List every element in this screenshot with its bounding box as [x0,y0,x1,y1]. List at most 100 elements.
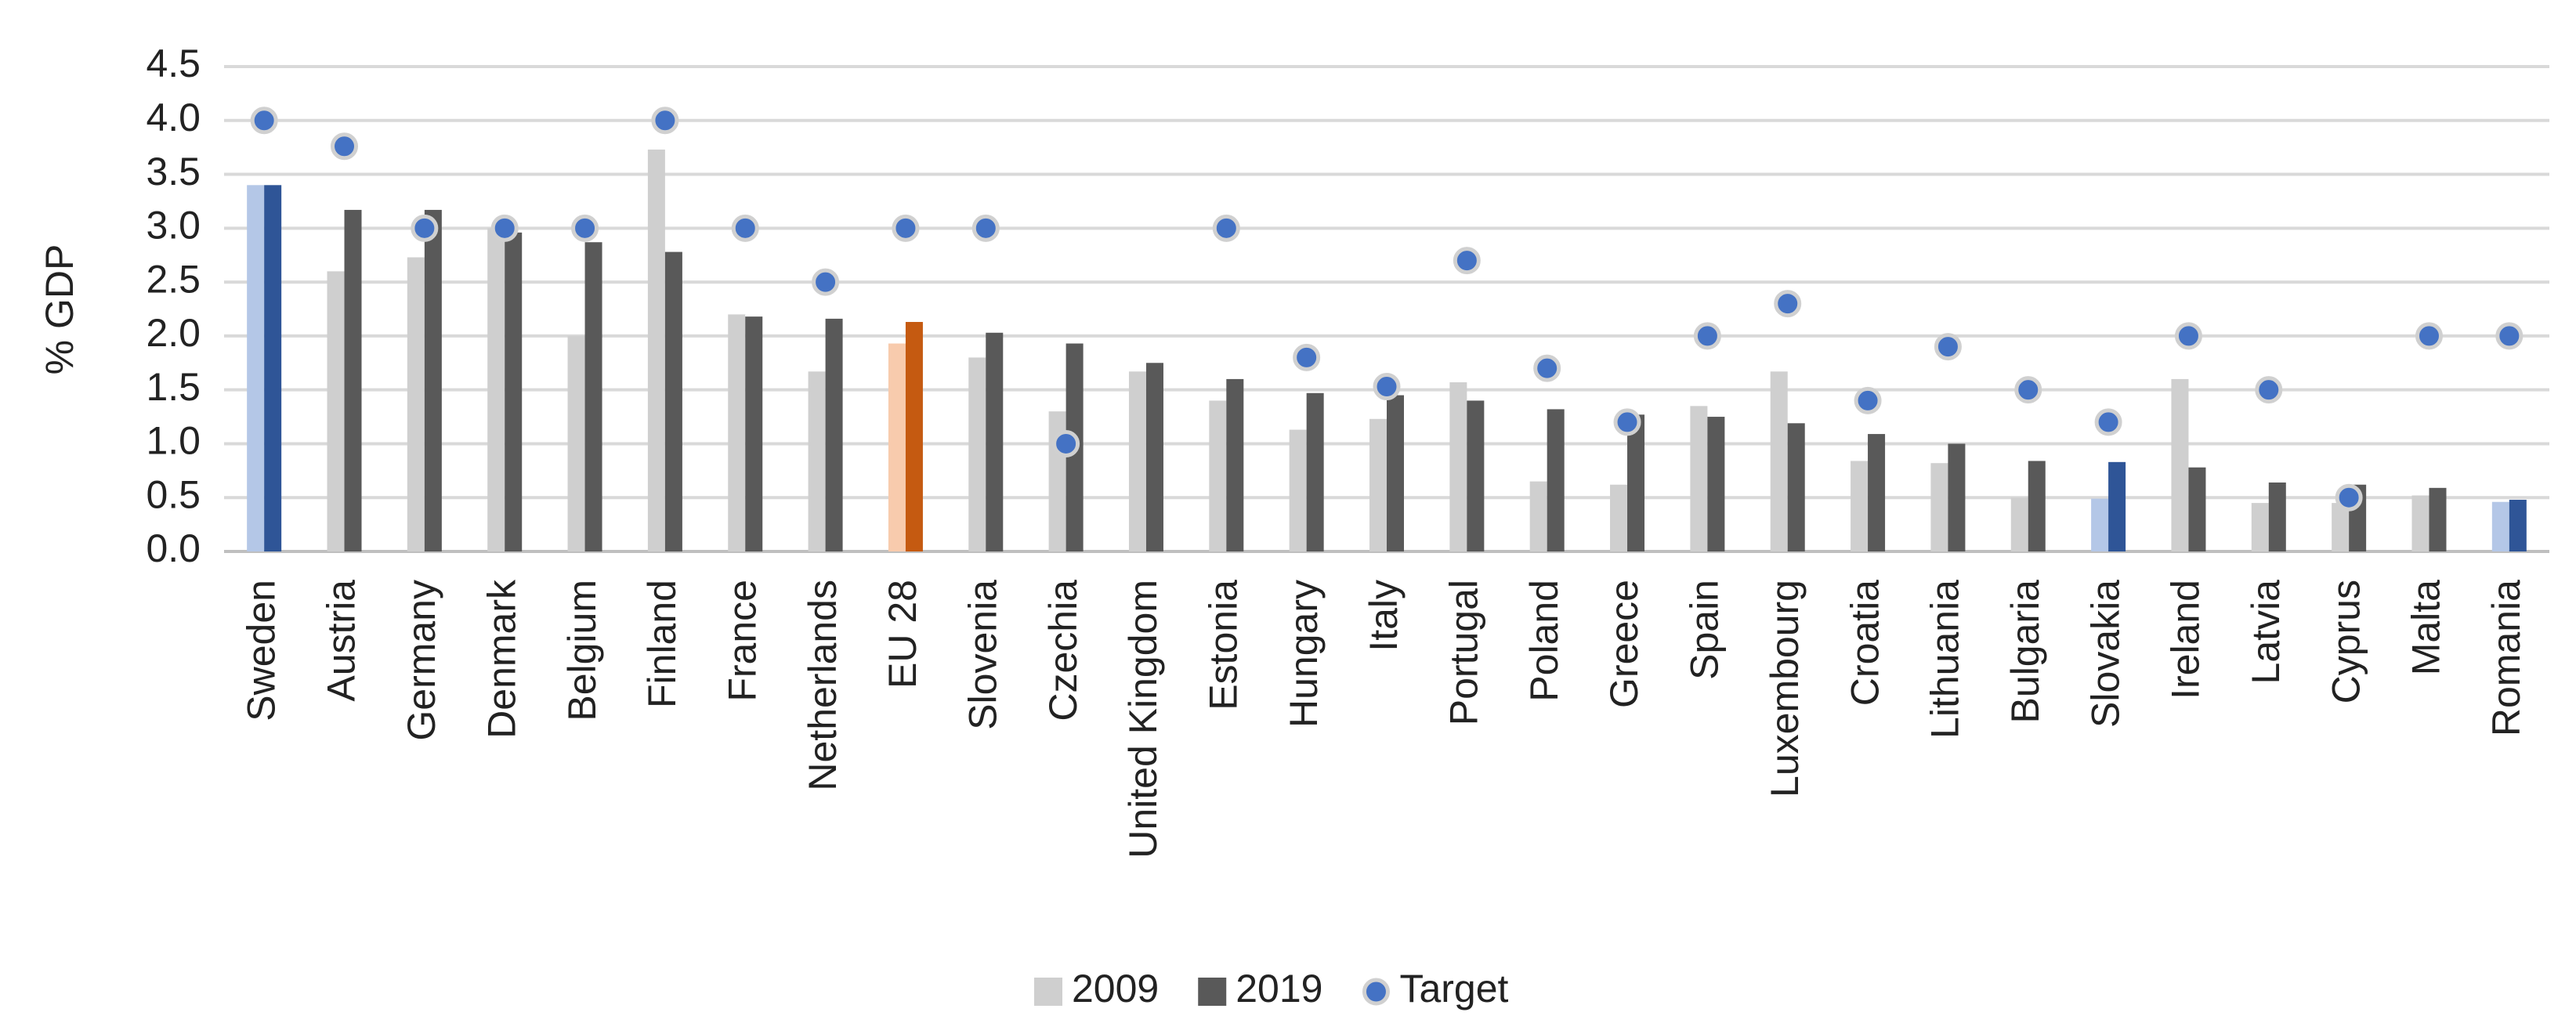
bar [1627,414,1645,551]
bar [407,257,425,551]
x-tick-label: Denmark [479,579,523,739]
y-tick-label: 0.5 [146,472,201,516]
target-dot [2255,376,2283,404]
bar [1128,371,1146,551]
x-tick-label: Italy [1362,580,1406,652]
bar [567,335,585,551]
bar [2188,467,2206,551]
bar [728,314,746,551]
target-dot [1293,343,1321,371]
target-dot [1212,214,1240,242]
bar [487,228,505,551]
x-tick-label: Latvia [2244,580,2288,685]
bar [2108,461,2126,551]
x-tick-label: EU 28 [881,580,924,689]
bar [986,332,1004,551]
target-dot [731,214,759,242]
bar [1209,400,1227,551]
target-dot [2014,376,2042,404]
bar [2091,498,2109,551]
bar [1787,423,1805,551]
bar [745,316,763,551]
legend-swatch [1362,978,1390,1006]
y-tick-label: 4.0 [146,96,201,139]
x-tick-label: Estonia [1202,580,1246,710]
target-dot [971,214,1000,242]
x-tick-label: Ireland [2164,580,2208,700]
bar [1145,363,1163,551]
target-dot [2094,408,2122,436]
y-tick-label: 1.0 [146,419,201,463]
target-dot [1854,386,1882,414]
bar [825,318,843,551]
x-tick-label: Netherlands [801,580,845,791]
target-dot [892,214,920,242]
x-tick-label: Austria [320,580,364,702]
y-tick-label: 1.5 [146,365,201,409]
target-dot [250,107,278,135]
bar [1770,371,1788,551]
bar [2268,482,2286,551]
target-dot [812,268,840,296]
target-dot [1934,333,1962,361]
bar [2028,461,2046,551]
bar [905,322,923,551]
x-tick-label: Belgium [560,580,604,721]
x-tick-label: Germany [400,580,443,741]
bar [247,185,265,552]
bar [2411,495,2429,551]
bar [1289,429,1307,551]
target-dot [1533,354,1561,382]
x-tick-label: Portugal [1442,580,1486,725]
bar [647,149,665,551]
target-dot [2335,483,2363,512]
x-tick-label: Slovenia [961,580,1004,730]
target-dot [1613,408,1641,436]
bar [264,185,282,552]
target-dot [490,214,519,242]
bar [664,251,682,551]
legend-swatch [1034,978,1062,1006]
x-tick-label: Lithuania [1923,580,1967,739]
legend-swatch [1198,978,1227,1006]
bar [1226,378,1244,551]
legend-label: 2019 [1236,967,1322,1010]
bar [888,343,906,551]
target-dot [571,214,599,242]
target-dot [331,132,359,161]
bar [968,357,986,551]
target-dot [1373,373,1401,401]
x-tick-label: Greece [1602,580,1646,708]
bar [1467,400,1485,551]
bar [1306,392,1324,551]
bar [808,371,826,551]
bar [2251,503,2269,551]
y-tick-label: 3.5 [146,150,201,193]
y-tick-label: 3.0 [146,204,201,248]
target-dot [1693,322,1721,350]
bar [2171,378,2189,551]
x-tick-label: Bulgaria [2003,580,2047,724]
bar [1529,481,1547,551]
bar [2332,503,2350,551]
bar [2429,487,2447,551]
bar [1948,443,1966,551]
bar [2010,497,2028,551]
x-tick-label: Poland [1522,580,1566,702]
x-tick-label: Spain [1683,580,1727,680]
bar [1369,418,1387,551]
bar [1851,461,1869,551]
bar [1387,395,1404,551]
bar [1930,463,1948,551]
bar [2509,499,2527,551]
x-tick-label: Slovakia [2083,580,2127,728]
bar [424,209,442,551]
x-tick-label: Luxembourg [1763,580,1807,797]
y-tick-label: 2.5 [146,257,201,301]
target-dot [1453,247,1481,275]
legend-label: 2009 [1072,967,1159,1010]
bar [1690,406,1708,551]
bar [327,271,345,551]
x-tick-label: Croatia [1843,580,1887,706]
